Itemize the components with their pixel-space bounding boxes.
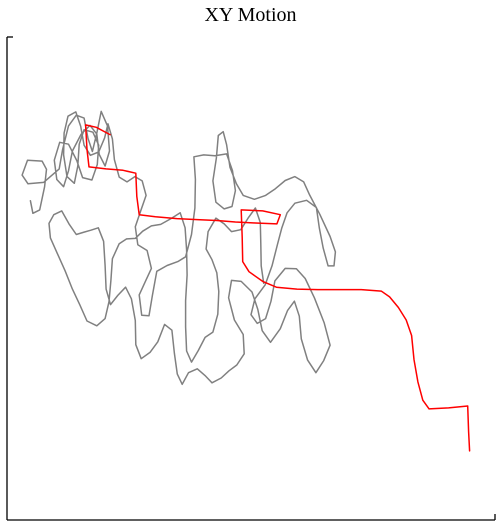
series-layer xyxy=(21,110,471,452)
chart-title: XY Motion xyxy=(204,4,297,26)
series-line-2 xyxy=(84,124,471,452)
series-line-1 xyxy=(21,110,337,386)
